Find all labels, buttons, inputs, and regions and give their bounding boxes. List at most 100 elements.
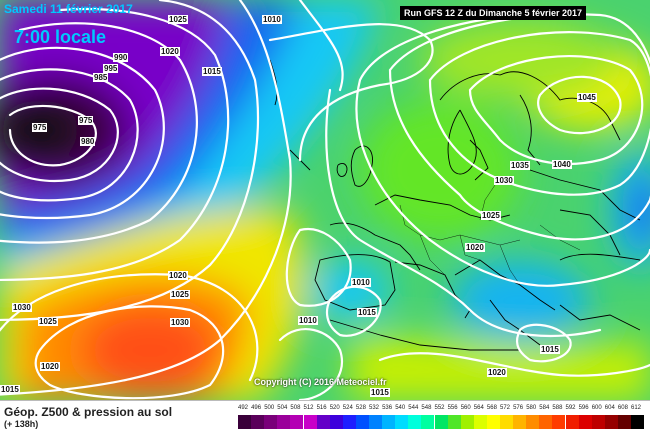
weather-map: Samedi 11 février 2017 7:00 locale Run G… xyxy=(0,0,650,400)
scale-label: 596 xyxy=(578,405,589,411)
isobar-label: 1045 xyxy=(577,93,597,102)
scale-swatch xyxy=(539,415,553,429)
isobar-label: 995 xyxy=(103,64,119,73)
legend-footer: Géop. Z500 & pression au sol (+ 138h) 49… xyxy=(0,400,650,434)
scale-swatch xyxy=(264,415,278,429)
scale-label: 540 xyxy=(395,405,406,411)
scale-label: 560 xyxy=(460,405,471,411)
scale-label: 604 xyxy=(604,405,615,411)
isobar-label: 1010 xyxy=(262,15,282,24)
scale-label: 588 xyxy=(552,405,563,411)
scale-swatch xyxy=(316,415,330,429)
scale-swatch xyxy=(434,415,448,429)
scale-label: 568 xyxy=(486,405,497,411)
scale-swatch xyxy=(500,415,514,429)
isobar-label: 1030 xyxy=(494,176,514,185)
isobar-label: 1025 xyxy=(481,211,501,220)
scale-swatch xyxy=(395,415,409,429)
forecast-date: Samedi 11 février 2017 xyxy=(4,2,133,16)
scale-swatch xyxy=(421,415,435,429)
scale-label: 504 xyxy=(277,405,288,411)
scale-swatch xyxy=(565,415,579,429)
scale-label: 564 xyxy=(473,405,484,411)
scale-swatch xyxy=(591,415,605,429)
scale-label: 592 xyxy=(565,405,576,411)
isobar-label: 1020 xyxy=(40,362,60,371)
isobar-label: 1030 xyxy=(12,303,32,312)
scale-swatch xyxy=(369,415,383,429)
run-info: Run GFS 12 Z du Dimanche 5 février 2017 xyxy=(400,6,587,20)
isobar-label: 1015 xyxy=(202,67,222,76)
scale-swatch xyxy=(604,415,618,429)
scale-label: 496 xyxy=(251,405,262,411)
isobar-label: 1040 xyxy=(552,160,572,169)
scale-swatch xyxy=(290,415,304,429)
chart-title: Géop. Z500 & pression au sol xyxy=(4,405,173,419)
scale-swatch xyxy=(513,415,527,429)
scale-swatch xyxy=(238,415,252,429)
scale-swatch xyxy=(460,415,474,429)
local-time: 7:00 locale xyxy=(14,27,107,47)
scale-swatch xyxy=(617,415,631,429)
copyright-text: Copyright (C) 2016 Meteociel.fr xyxy=(254,377,387,387)
isobar-label: 980 xyxy=(80,137,96,146)
scale-label: 572 xyxy=(500,405,511,411)
scale-label: 580 xyxy=(526,405,537,411)
scale-label: 532 xyxy=(369,405,380,411)
scale-label: 492 xyxy=(238,405,249,411)
scale-label: 600 xyxy=(591,405,602,411)
scale-label: 508 xyxy=(290,405,301,411)
scale-swatch xyxy=(277,415,291,429)
isobar-label: 1020 xyxy=(465,243,485,252)
scale-swatch xyxy=(303,415,317,429)
isobar-label: 975 xyxy=(78,116,94,125)
scale-swatch xyxy=(251,415,265,429)
scale-swatch xyxy=(408,415,422,429)
isobar-label: 1025 xyxy=(170,290,190,299)
isobar-label: 1015 xyxy=(0,385,20,394)
scale-label: 512 xyxy=(303,405,314,411)
scale-swatch xyxy=(578,415,592,429)
scale-swatch xyxy=(382,415,396,429)
scale-label: 584 xyxy=(539,405,550,411)
scale-swatch xyxy=(631,415,645,429)
scale-label: 528 xyxy=(355,405,366,411)
isobar-label: 1010 xyxy=(351,278,371,287)
isobar-label: 1020 xyxy=(487,368,507,377)
isobar-label: 985 xyxy=(93,73,109,82)
scale-swatch xyxy=(552,415,566,429)
isobar-label: 1015 xyxy=(540,345,560,354)
scale-swatch xyxy=(526,415,540,429)
isobar-label: 1020 xyxy=(168,271,188,280)
scale-label: 500 xyxy=(264,405,275,411)
isobar-label: 1030 xyxy=(170,318,190,327)
scale-swatch xyxy=(473,415,487,429)
scale-label: 536 xyxy=(382,405,393,411)
isobar-label: 1025 xyxy=(168,15,188,24)
isobar-label: 1020 xyxy=(160,47,180,56)
scale-label: 544 xyxy=(408,405,419,411)
color-scale: 492 496 500 504 508 512 516 520 524 528 532 536 540 5… xyxy=(238,405,646,431)
isobar-label: 1035 xyxy=(510,161,530,170)
forecast-lead: (+ 138h) xyxy=(4,419,39,429)
isobar-label: 990 xyxy=(113,53,129,62)
scale-label: 576 xyxy=(513,405,524,411)
scale-label: 608 xyxy=(617,405,628,411)
isobar-label: 975 xyxy=(32,123,48,132)
geopotential-field xyxy=(0,0,650,400)
isobar-label: 1015 xyxy=(357,308,377,317)
scale-label: 556 xyxy=(447,405,458,411)
scale-swatch xyxy=(486,415,500,429)
scale-label: 548 xyxy=(421,405,432,411)
isobar-label: 1025 xyxy=(38,317,58,326)
scale-label: 552 xyxy=(434,405,445,411)
scale-label: 612 xyxy=(631,405,642,411)
scale-swatch xyxy=(355,415,369,429)
scale-label: 520 xyxy=(329,405,340,411)
isobar-label: 1015 xyxy=(370,388,390,397)
scale-label: 524 xyxy=(342,405,353,411)
isobar-label: 1010 xyxy=(298,316,318,325)
scale-swatch xyxy=(342,415,356,429)
scale-label: 516 xyxy=(316,405,327,411)
scale-swatch xyxy=(329,415,343,429)
